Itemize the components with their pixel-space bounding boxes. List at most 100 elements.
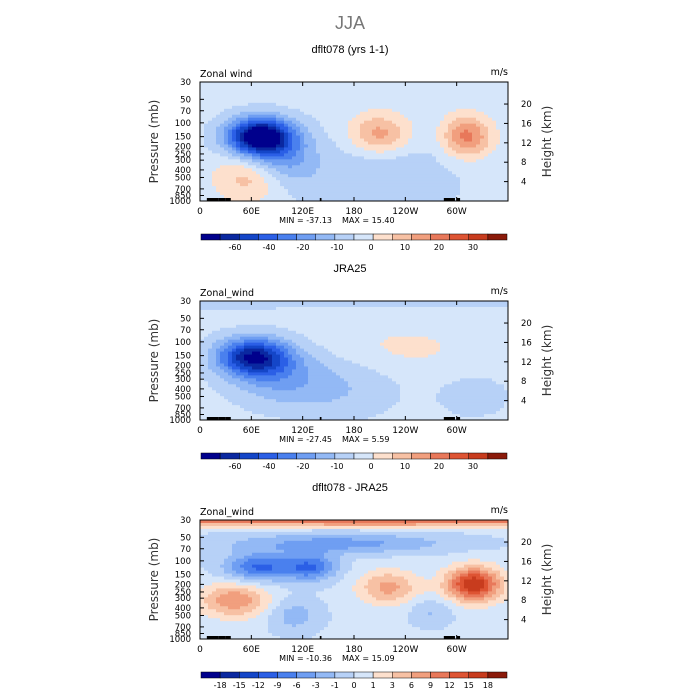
field-cell [460, 183, 465, 187]
field-cell [332, 351, 337, 356]
field-cell [304, 393, 309, 397]
field-cell [424, 195, 429, 199]
field-cell [200, 117, 205, 122]
field-cell [264, 150, 269, 155]
field-cell [212, 345, 217, 350]
field-cell [456, 87, 461, 92]
field-cell [480, 96, 485, 101]
field-cell [376, 363, 381, 368]
field-cell [296, 189, 301, 193]
field-cell [340, 405, 345, 409]
field-cell [212, 156, 217, 160]
field-cell [296, 360, 301, 365]
field-cell [336, 360, 341, 365]
field-cell [368, 114, 373, 119]
field-cell [316, 111, 321, 116]
field-cell [376, 309, 381, 314]
field-cell [488, 120, 493, 125]
field-cell [264, 90, 269, 95]
field-cell [224, 171, 229, 175]
field-cell [248, 301, 253, 305]
field-cell [320, 312, 325, 317]
field-cell [256, 306, 261, 311]
field-cell [428, 177, 433, 181]
field-cell [248, 99, 253, 104]
field-cell [224, 318, 229, 323]
field-cell [320, 93, 325, 98]
field-cell [356, 402, 361, 406]
field-cell [328, 111, 333, 116]
field-cell [256, 144, 261, 149]
field-cell [384, 93, 389, 98]
field-cell [352, 309, 357, 314]
field-cell [220, 162, 225, 166]
field-cell [200, 84, 205, 89]
field-cell [468, 102, 473, 107]
field-cell [248, 336, 253, 341]
field-cell [260, 198, 265, 201]
field-cell [380, 114, 385, 119]
field-cell [344, 198, 349, 201]
field-cell [280, 315, 285, 320]
field-cell [224, 162, 229, 166]
field-cell [228, 114, 233, 119]
field-cell [296, 390, 301, 394]
field-cell [228, 408, 233, 412]
field-cell [252, 372, 257, 376]
field-cell [220, 159, 225, 163]
field-cell [424, 96, 429, 101]
field-cell [328, 414, 333, 418]
field-cell [352, 144, 357, 149]
field-cell [280, 321, 285, 326]
field-cell [300, 387, 305, 391]
field-cell [308, 330, 313, 335]
field-cell [344, 117, 349, 122]
field-cell [288, 372, 293, 376]
field-cell [416, 168, 421, 172]
field-cell [324, 411, 329, 415]
field-cell [472, 135, 477, 140]
field-cell [360, 111, 365, 116]
field-cell [444, 186, 449, 190]
field-cell [476, 111, 481, 116]
x-tick-label: 60E [243, 207, 260, 217]
field-cell [272, 126, 277, 131]
field-cell [372, 381, 377, 385]
field-cell [416, 96, 421, 101]
field-cell [288, 348, 293, 353]
field-cell [204, 408, 209, 412]
field-cell [332, 147, 337, 152]
field-cell [252, 198, 257, 201]
field-cell [380, 318, 385, 323]
field-cell [492, 129, 497, 134]
field-cell [316, 84, 321, 89]
field-cell [240, 82, 245, 86]
field-cell [356, 378, 361, 382]
field-cell [368, 363, 373, 368]
field-cell [248, 312, 253, 317]
field-cell [344, 306, 349, 311]
field-cell [248, 82, 253, 86]
field-cell [276, 399, 281, 403]
field-cell [392, 165, 397, 169]
field-cell [372, 303, 377, 308]
field-cell [448, 108, 453, 113]
field-cell [232, 327, 237, 332]
field-cell [224, 354, 229, 359]
field-cell [316, 408, 321, 412]
field-cell [240, 399, 245, 403]
field-cell [396, 82, 401, 86]
field-cell [312, 120, 317, 125]
field-cell [272, 189, 277, 193]
field-cell [368, 174, 373, 178]
field-cell [344, 378, 349, 382]
field-cell [200, 138, 205, 143]
field-cell [492, 90, 497, 95]
field-cell [452, 96, 457, 101]
field-cell [288, 87, 293, 92]
field-cell [212, 381, 217, 385]
field-cell [340, 378, 345, 382]
field-cell [380, 153, 385, 157]
field-cell [212, 135, 217, 140]
field-cell [232, 162, 237, 166]
